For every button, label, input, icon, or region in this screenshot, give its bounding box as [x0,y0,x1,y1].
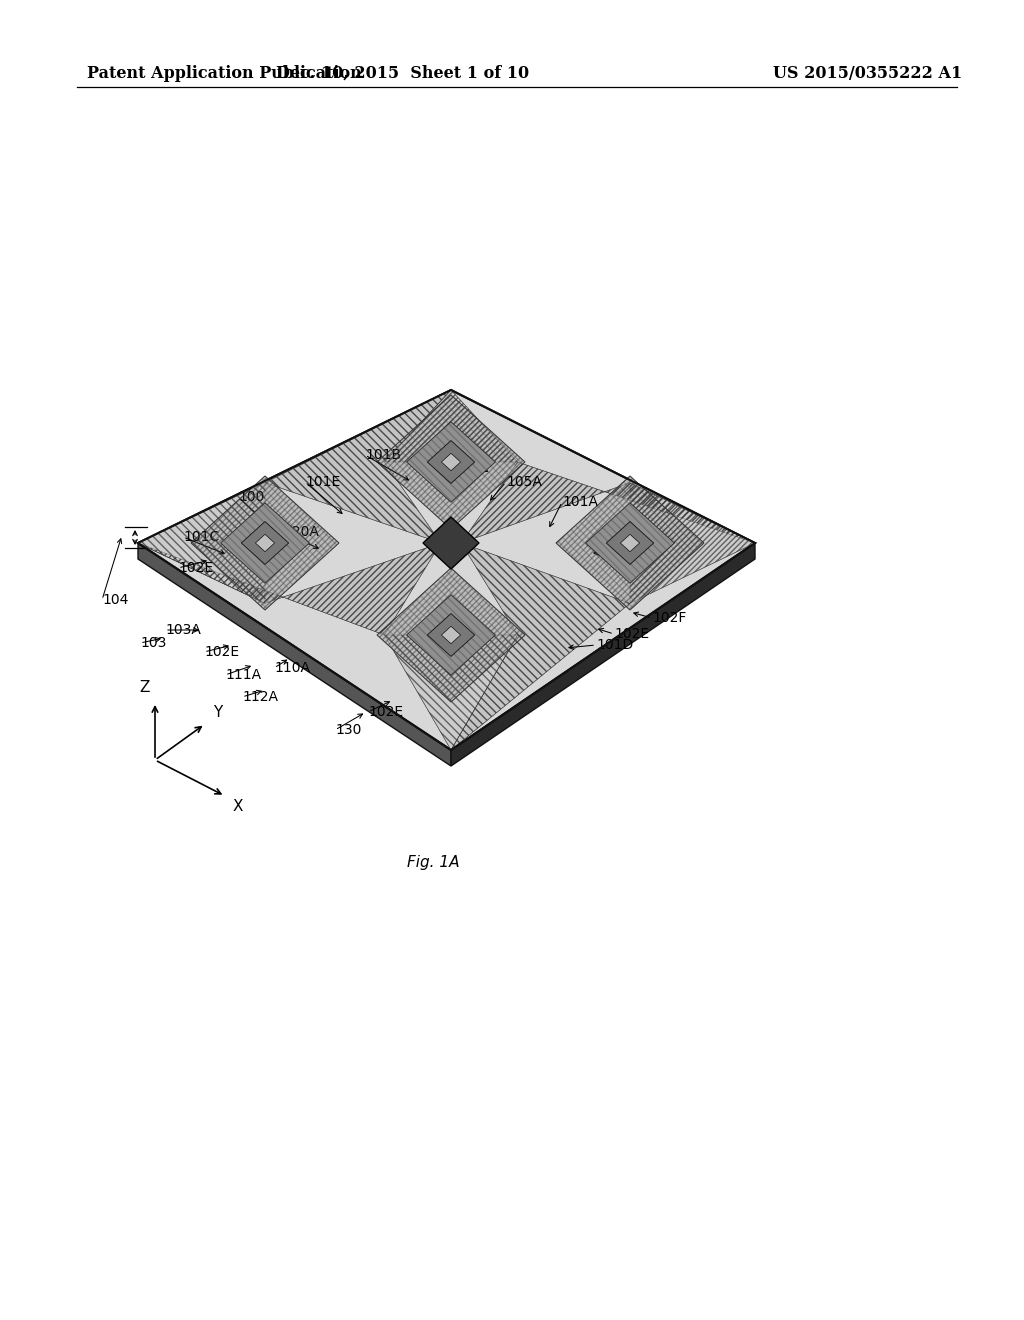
Polygon shape [427,441,475,483]
Text: 110A: 110A [274,661,310,675]
Polygon shape [377,395,525,529]
Text: Patent Application Publication: Patent Application Publication [87,65,361,82]
Text: 103: 103 [140,636,166,649]
Text: 101D: 101D [596,638,633,652]
Polygon shape [384,389,517,462]
Polygon shape [556,477,705,610]
Text: 101E: 101E [305,475,340,488]
Polygon shape [138,389,755,750]
Text: 102F: 102F [652,611,686,624]
Text: 105A: 105A [506,475,542,488]
Text: US 2015/0355222 A1: US 2015/0355222 A1 [773,65,963,82]
Polygon shape [606,521,653,565]
Polygon shape [441,453,461,471]
Text: 120A: 120A [283,525,318,539]
Text: 101C: 101C [183,531,219,544]
Polygon shape [586,503,675,583]
Polygon shape [461,462,755,543]
Polygon shape [630,483,755,603]
Polygon shape [265,389,451,543]
Text: 102E: 102E [204,645,240,659]
Text: 111A: 111A [225,668,261,682]
Text: 102E: 102E [368,705,403,719]
Text: Z: Z [139,680,150,696]
Polygon shape [377,568,525,702]
Text: 130: 130 [335,723,361,737]
Text: 102E: 102E [178,561,213,576]
Text: 102E: 102E [614,627,649,642]
Polygon shape [427,614,475,656]
Polygon shape [191,477,339,610]
Text: 102E: 102E [614,546,649,560]
Polygon shape [621,535,640,552]
Polygon shape [138,483,265,603]
Polygon shape [451,543,755,766]
Text: 100: 100 [238,490,264,504]
Polygon shape [384,635,517,750]
Polygon shape [451,543,630,750]
Text: 104: 104 [102,593,128,607]
Text: Dec. 10, 2015  Sheet 1 of 10: Dec. 10, 2015 Sheet 1 of 10 [275,65,529,82]
Text: Fig. 1A: Fig. 1A [407,854,459,870]
Text: 101B: 101B [365,447,401,462]
Polygon shape [423,517,479,569]
Polygon shape [220,503,309,583]
Polygon shape [407,422,496,502]
Text: 102: 102 [460,461,489,475]
Polygon shape [138,543,440,635]
Polygon shape [255,535,274,552]
Polygon shape [441,626,461,644]
Text: 103A: 103A [165,623,201,638]
Polygon shape [407,595,496,676]
Text: 112A: 112A [242,690,278,704]
Text: Y: Y [213,705,222,719]
Polygon shape [242,521,289,565]
Text: X: X [232,799,243,813]
Text: 101A: 101A [562,495,598,510]
Polygon shape [138,543,451,766]
